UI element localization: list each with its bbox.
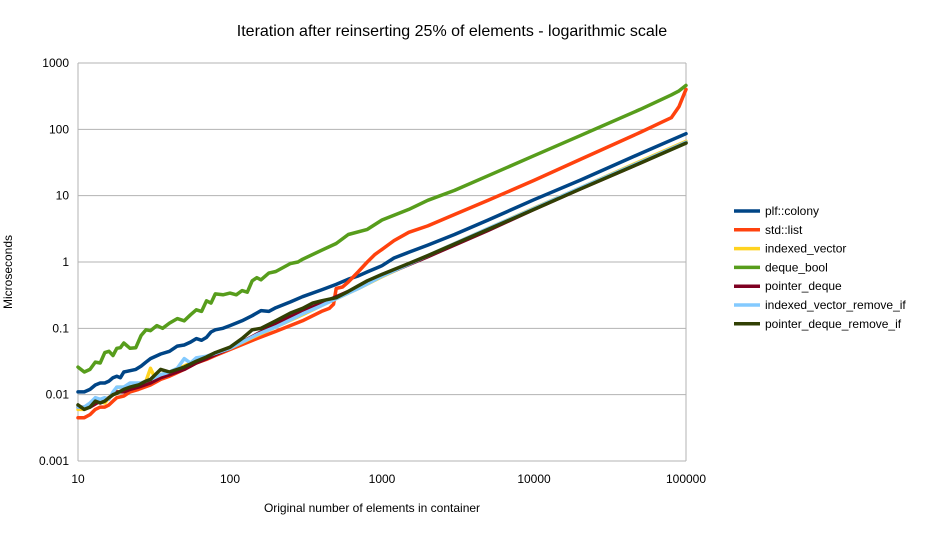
y-tick-label: 1 [62, 255, 69, 269]
gridlines [78, 62, 686, 462]
y-tick-label: 0.001 [39, 454, 69, 468]
plot-area [77, 63, 687, 461]
legend-label-6: pointer_deque_remove_if [765, 317, 902, 331]
x-tick-label: 1000 [369, 472, 396, 486]
y-tick-label: 10 [56, 189, 70, 203]
x-tick-label: 100 [220, 472, 240, 486]
series-line-3 [76, 83, 688, 374]
legend-label-5: indexed_vector_remove_if [765, 298, 906, 312]
y-axis-ticks: 0.001 0.01 0.1 1 10 100 1000 [39, 56, 69, 468]
series-line-6 [76, 141, 688, 412]
chart-title: Iteration after reinserting 25% of eleme… [237, 23, 668, 40]
x-axis-ticks: 10 100 1000 10000 100000 [71, 472, 706, 486]
x-tick-label: 10000 [517, 472, 551, 486]
y-tick-label: 1000 [42, 56, 69, 70]
series-line-1 [76, 87, 688, 420]
y-tick-label: 100 [49, 122, 69, 136]
x-tick-label: 10 [71, 472, 85, 486]
legend-label-1: std::list [765, 223, 803, 237]
legend-label-2: indexed_vector [765, 242, 846, 256]
legend-label-0: plf::colony [765, 204, 819, 218]
x-tick-label: 100000 [666, 472, 706, 486]
y-tick-label: 0.01 [46, 388, 70, 402]
legend-label-3: deque_bool [765, 260, 828, 274]
legend: plf::colonystd::listindexed_vectordeque_… [734, 204, 906, 331]
series-line-0 [76, 131, 688, 394]
x-axis-label: Original number of elements in container [264, 501, 480, 515]
series-lines [76, 83, 688, 420]
y-tick-label: 0.1 [52, 321, 69, 335]
y-axis-label: Microseconds [1, 235, 15, 309]
legend-label-4: pointer_deque [765, 279, 842, 293]
